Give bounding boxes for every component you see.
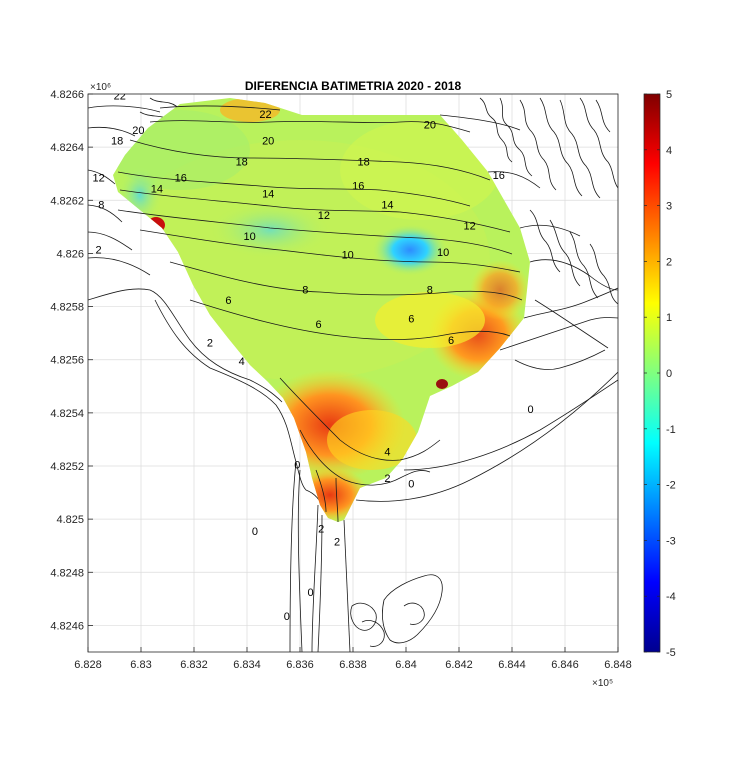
x-tick-label: 6.83: [130, 659, 151, 671]
contour-label: 0: [252, 526, 258, 538]
x-tick-label: 6.844: [498, 659, 526, 671]
contour-label: 8: [427, 284, 433, 296]
colorbar-tick-label: -3: [666, 535, 676, 547]
colorbar-ticks: 5 4 3 2 1 0 -1 -2 -3 -4 -5: [644, 89, 676, 659]
y-tick-label: 4.8252: [50, 461, 84, 473]
depth-contours: [117, 105, 523, 523]
colorbar-tick-label: 3: [666, 201, 672, 213]
contour-label: 18: [111, 135, 123, 147]
y-tick-label: 4.8264: [50, 142, 84, 154]
contour-label: 18: [357, 157, 369, 169]
colorbar-tick-label: 0: [666, 368, 672, 380]
contour-label: 12: [463, 221, 475, 233]
x-tick-label: 6.848: [604, 659, 632, 671]
contour-label: 8: [98, 199, 104, 211]
contour-label: 6: [315, 319, 321, 331]
y-tick-label: 4.8258: [50, 302, 84, 314]
y-tick-label: 4.8256: [50, 355, 84, 367]
contour-label: 8: [302, 284, 308, 296]
contour-label: 16: [493, 170, 505, 182]
contour-label: 2: [318, 523, 324, 535]
contour-label: 18: [236, 157, 248, 169]
y-tick-label: 4.8246: [50, 620, 84, 632]
colorbar-tick-label: 1: [666, 312, 672, 324]
colorbar-tick-label: 2: [666, 256, 672, 268]
x-tick-label: 6.836: [286, 659, 314, 671]
contour-label: 10: [437, 247, 449, 259]
contour-label: 0: [527, 404, 533, 416]
colorbar-tick-label: -1: [666, 424, 676, 436]
contour-label: 22: [259, 109, 271, 121]
contour-label: 4: [384, 446, 390, 458]
contour-label: 0: [284, 611, 290, 623]
colorbar-tick-label: -5: [666, 647, 676, 659]
y-tick-label: 4.8266: [50, 89, 84, 101]
contour-label: 10: [244, 231, 256, 243]
contour-label: 20: [132, 125, 144, 137]
contour-label: 14: [381, 199, 393, 211]
contour-label: 10: [342, 250, 354, 262]
contour-label: 4: [239, 356, 245, 368]
y-tick-label: 4.8248: [50, 567, 84, 579]
contour-label: 20: [424, 120, 436, 132]
x-tick-label: 6.832: [180, 659, 208, 671]
contour-label: 12: [318, 210, 330, 222]
colorbar-tick-label: -4: [666, 591, 676, 603]
contour-label: 2: [384, 473, 390, 485]
contour-label: 6: [448, 335, 454, 347]
y-tick-label: 4.826: [56, 248, 84, 260]
chart-title: DIFERENCIA BATIMETRIA 2020 - 2018: [245, 79, 462, 93]
contour-label: 6: [225, 295, 231, 307]
x-tick-label: 6.846: [551, 659, 579, 671]
contour-label: 6: [408, 314, 414, 326]
x-tick-label: 6.834: [233, 659, 261, 671]
colorbar-tick-label: 5: [666, 89, 672, 101]
x-exponent-label: ×10⁵: [592, 678, 613, 689]
x-tick-label: 6.838: [339, 659, 367, 671]
contour-label: 14: [151, 183, 163, 195]
contour-label: 12: [92, 173, 104, 185]
contour-label: 2: [207, 337, 213, 349]
contour-label: 20: [262, 135, 274, 147]
contour-label: 0: [308, 587, 314, 599]
contour-label: 16: [352, 181, 364, 193]
outer-contours: [88, 97, 618, 652]
contour-label: 14: [262, 189, 274, 201]
y-tick-label: 4.8262: [50, 195, 84, 207]
x-tick-label: 6.828: [74, 659, 102, 671]
contour-label: 2: [334, 537, 340, 549]
contour-label: 0: [408, 478, 414, 490]
y-axis-ticks: 4.8246 4.8248 4.825 4.8252 4.8254 4.8256 4.825…: [50, 89, 93, 632]
contour-label: 22: [114, 90, 126, 102]
y-tick-label: 4.825: [56, 514, 84, 526]
colorbar-tick-label: 4: [666, 145, 672, 157]
colorbar-tick-label: -2: [666, 480, 676, 492]
x-axis-ticks: 6.828 6.83 6.832 6.834 6.836 6.838 6.84 6.842 6.…: [74, 647, 632, 671]
y-tick-label: 4.8254: [50, 408, 84, 420]
contour-label: 16: [175, 173, 187, 185]
contour-label: 2: [96, 244, 102, 256]
y-exponent-label: ×10⁶: [90, 82, 111, 93]
contour-label: 0: [294, 460, 300, 472]
x-tick-label: 6.84: [395, 659, 416, 671]
x-tick-label: 6.842: [445, 659, 473, 671]
